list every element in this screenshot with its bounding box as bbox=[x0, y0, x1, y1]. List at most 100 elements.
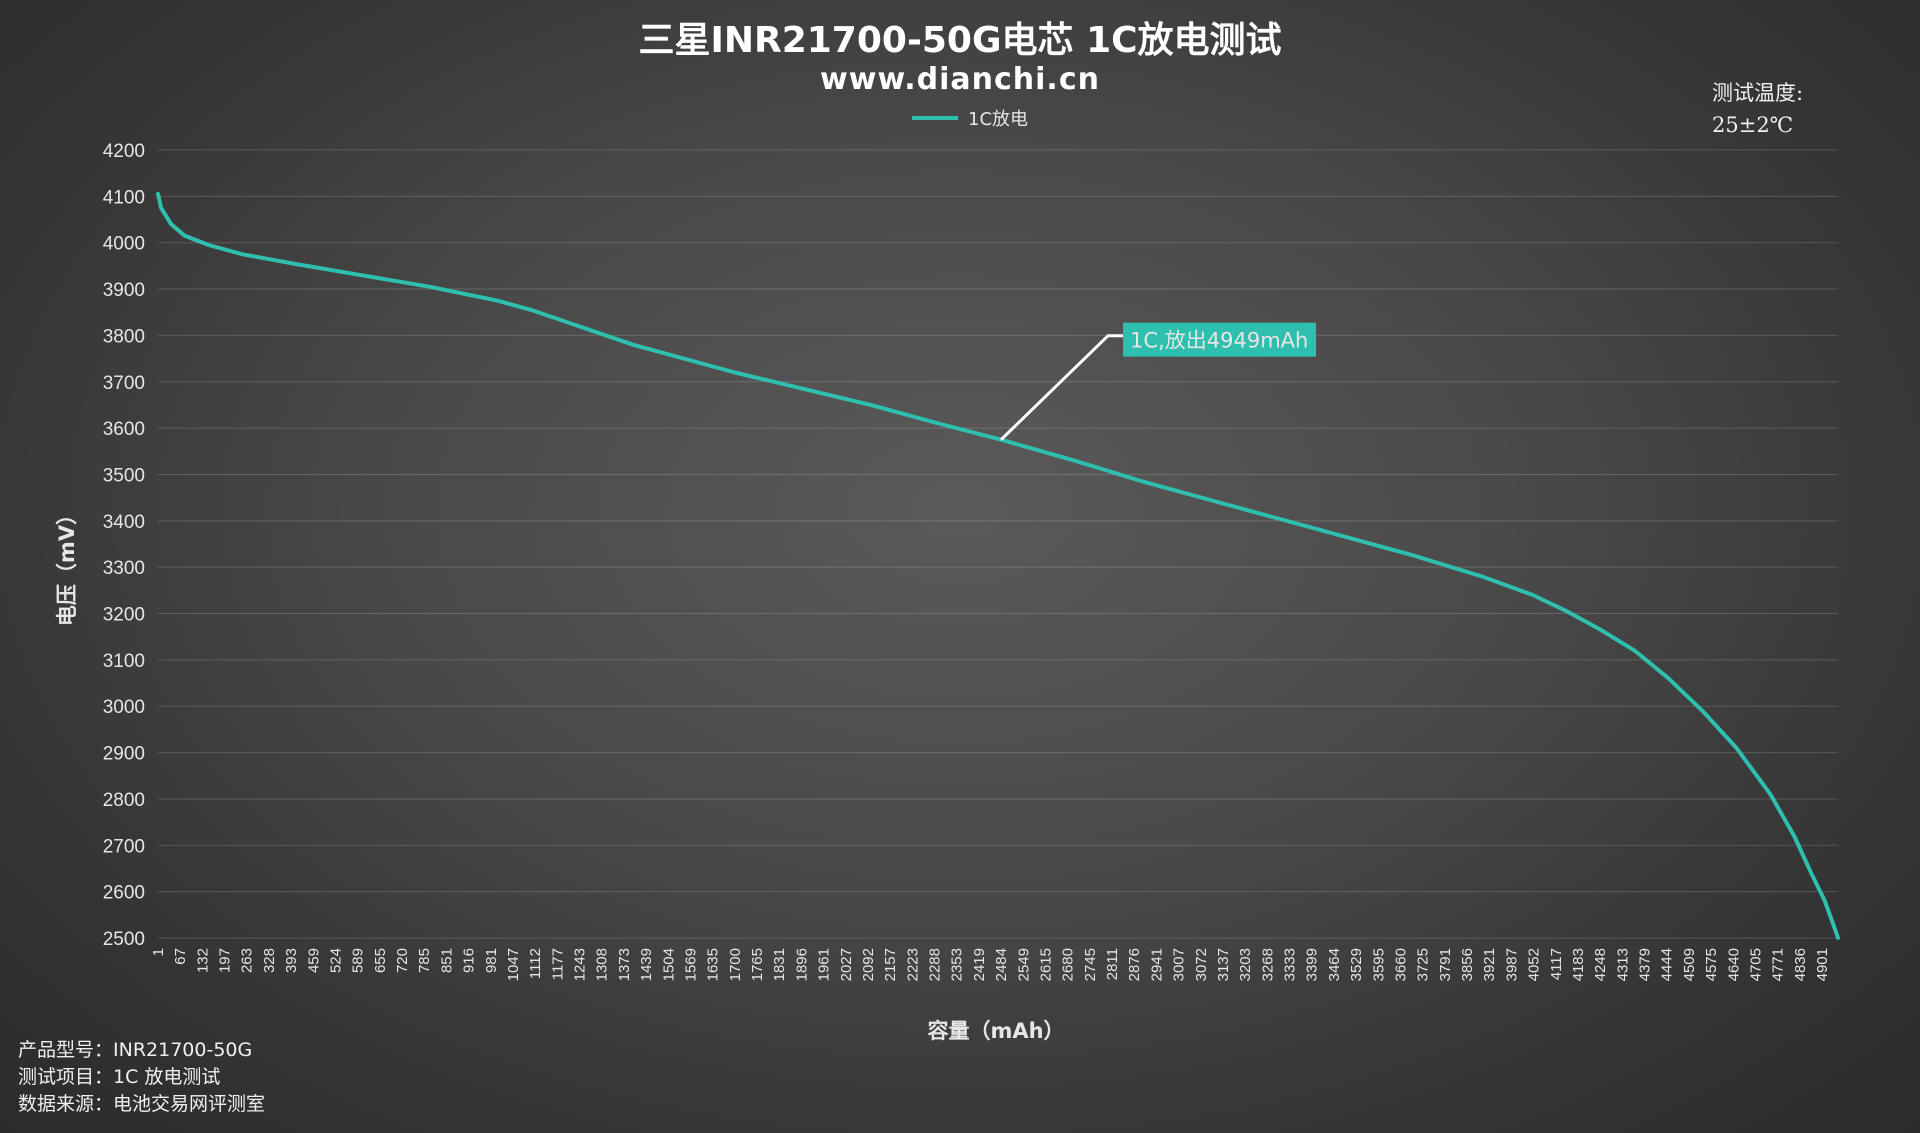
x-tick-label: 4248 bbox=[1592, 948, 1609, 981]
gridlines bbox=[158, 149, 1838, 939]
x-tick-label: 2680 bbox=[1060, 948, 1077, 981]
x-tick-label: 3921 bbox=[1481, 948, 1498, 981]
x-tick-label: 3856 bbox=[1459, 948, 1476, 981]
x-tick-label: 524 bbox=[327, 948, 344, 973]
x-tick-label: 2745 bbox=[1082, 948, 1099, 981]
x-tick-label: 1635 bbox=[705, 948, 722, 981]
x-tick-label: 67 bbox=[172, 948, 189, 965]
x-tick-label: 3399 bbox=[1304, 948, 1321, 981]
series-line bbox=[156, 192, 1840, 940]
y-tick-label: 2600 bbox=[103, 883, 145, 904]
x-tick-label: 3595 bbox=[1370, 948, 1387, 981]
x-tick-label: 1961 bbox=[816, 948, 833, 981]
x-tick-label: 2941 bbox=[1148, 948, 1165, 981]
data-source: 数据来源：电池交易网评测室 bbox=[18, 1093, 266, 1115]
x-tick-label: 2353 bbox=[949, 948, 966, 981]
test-temperature: 测试温度: 25±2℃ bbox=[1712, 77, 1803, 141]
x-tick-label: 4183 bbox=[1570, 948, 1587, 981]
y-tick-label: 4000 bbox=[103, 234, 145, 255]
x-tick-label: 3268 bbox=[1259, 948, 1276, 981]
y-tick-label: 2800 bbox=[103, 790, 145, 811]
x-tick-label: 2876 bbox=[1126, 948, 1143, 981]
callout-leader bbox=[1000, 334, 1124, 441]
y-tick-label: 3900 bbox=[103, 280, 145, 301]
x-tick-label: 4771 bbox=[1770, 948, 1787, 981]
temperature-value: 25±2℃ bbox=[1712, 113, 1794, 137]
x-tick-label: 1896 bbox=[793, 948, 810, 981]
x-tick-label: 1047 bbox=[505, 948, 522, 981]
x-tick-label: 2223 bbox=[904, 948, 921, 981]
x-tick-label: 2157 bbox=[882, 948, 899, 981]
y-tick-label: 3100 bbox=[103, 651, 145, 672]
x-tick-label: 4313 bbox=[1614, 948, 1631, 981]
x-tick-label: 981 bbox=[483, 948, 500, 973]
x-axis-ticks: 1 67 132 197 263 328 393 459 524 589 655 720 785 851 9… bbox=[150, 948, 1831, 981]
y-tick-label: 3300 bbox=[103, 558, 145, 579]
x-tick-label: 1243 bbox=[572, 948, 589, 981]
x-tick-label: 2484 bbox=[993, 948, 1010, 981]
x-tick-label: 3137 bbox=[1215, 948, 1232, 981]
temperature-label: 测试温度: bbox=[1712, 81, 1804, 105]
x-tick-label: 263 bbox=[239, 948, 256, 973]
x-tick-label: 3333 bbox=[1282, 948, 1299, 981]
legend-label: 1C放电 bbox=[968, 109, 1028, 130]
x-tick-label: 4836 bbox=[1792, 948, 1809, 981]
x-tick-label: 1504 bbox=[660, 948, 677, 981]
callout: 1C,放出4949mAh bbox=[1000, 322, 1317, 441]
y-tick-label: 3700 bbox=[103, 373, 145, 394]
x-tick-label: 851 bbox=[438, 948, 455, 973]
product-model: 产品型号：INR21700-50G bbox=[18, 1039, 253, 1061]
x-tick-label: 2549 bbox=[1015, 948, 1032, 981]
x-tick-label: 2092 bbox=[860, 948, 877, 981]
x-tick-label: 3660 bbox=[1392, 948, 1409, 981]
x-tick-label: 328 bbox=[261, 948, 278, 973]
x-tick-label: 3203 bbox=[1237, 948, 1254, 981]
y-axis-ticks: 2500 2600 2700 2800 2900 3000 3100 3200 3300 3400… bbox=[103, 141, 145, 950]
y-tick-label: 3800 bbox=[103, 326, 145, 347]
y-tick-label: 3500 bbox=[103, 465, 145, 486]
y-tick-label: 3200 bbox=[103, 605, 145, 626]
x-tick-label: 4705 bbox=[1747, 948, 1764, 981]
x-tick-label: 4901 bbox=[1814, 948, 1831, 981]
x-tick-label: 2027 bbox=[838, 948, 855, 981]
x-tick-label: 2615 bbox=[1037, 948, 1054, 981]
y-tick-label: 4200 bbox=[103, 141, 145, 162]
y-tick-label: 2700 bbox=[103, 836, 145, 857]
x-tick-label: 1700 bbox=[727, 948, 744, 981]
x-tick-label: 3529 bbox=[1348, 948, 1365, 981]
x-tick-label: 1765 bbox=[749, 948, 766, 981]
x-tick-label: 197 bbox=[217, 948, 234, 973]
x-tick-label: 3791 bbox=[1437, 948, 1454, 981]
x-tick-label: 2419 bbox=[971, 948, 988, 981]
x-tick-label: 655 bbox=[372, 948, 389, 973]
x-tick-label: 4052 bbox=[1526, 948, 1543, 981]
x-tick-label: 3987 bbox=[1503, 948, 1520, 981]
x-tick-label: 3725 bbox=[1415, 948, 1432, 981]
x-tick-label: 2288 bbox=[927, 948, 944, 981]
x-tick-label: 393 bbox=[283, 948, 300, 973]
x-tick-label: 2811 bbox=[1104, 948, 1121, 980]
x-tick-label: 1 bbox=[150, 948, 167, 956]
x-tick-label: 3464 bbox=[1326, 948, 1343, 981]
chart-title: 三星INR21700-50G电芯 1C放电测试 bbox=[638, 20, 1281, 61]
x-tick-label: 589 bbox=[350, 948, 367, 973]
info-block: 产品型号：INR21700-50G 测试项目：1C 放电测试 数据来源：电池交易… bbox=[18, 1037, 265, 1118]
x-tick-label: 4575 bbox=[1703, 948, 1720, 981]
x-tick-label: 720 bbox=[394, 948, 411, 973]
x-tick-label: 1439 bbox=[638, 948, 655, 981]
chart-subtitle: www.dianchi.cn bbox=[820, 62, 1100, 97]
x-tick-label: 1373 bbox=[616, 948, 633, 981]
x-tick-label: 4379 bbox=[1637, 948, 1654, 981]
x-tick-label: 4444 bbox=[1659, 948, 1676, 981]
y-tick-label: 2500 bbox=[103, 929, 145, 950]
x-tick-label: 1112 bbox=[527, 948, 544, 979]
x-tick-label: 1831 bbox=[771, 948, 788, 981]
x-axis-label: 容量（mAh） bbox=[927, 1019, 1064, 1043]
y-tick-label: 4100 bbox=[103, 187, 145, 208]
x-tick-label: 1308 bbox=[594, 948, 611, 981]
x-tick-label: 3007 bbox=[1171, 948, 1188, 981]
x-tick-label: 459 bbox=[305, 948, 322, 973]
y-tick-label: 3000 bbox=[103, 697, 145, 718]
x-tick-label: 4117 bbox=[1548, 948, 1565, 980]
